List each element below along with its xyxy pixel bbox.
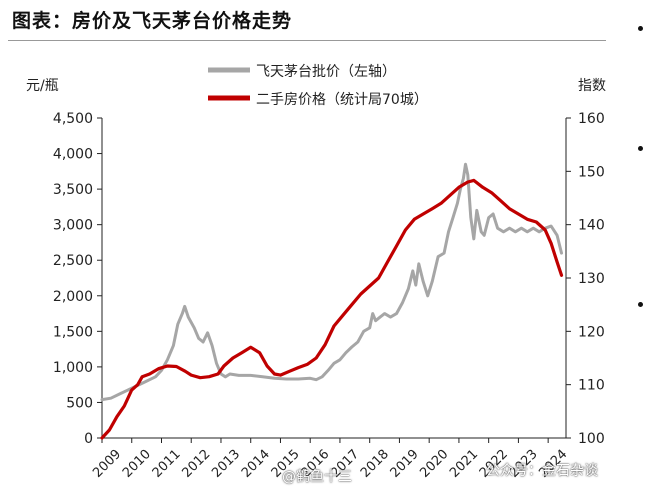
right-axis-tick-label: 120 (578, 324, 605, 340)
right-axis-tick-label: 110 (578, 378, 605, 394)
x-axis-tick-label: 2020 (417, 447, 451, 481)
legend-label-housing: 二手房价格（统计局70城） (256, 92, 428, 108)
left-axis-tick-label: 500 (66, 395, 93, 411)
x-axis-tick-label: 2012 (179, 447, 213, 481)
x-axis-tick-label: 2018 (358, 447, 392, 481)
right-axis-label: 指数 (578, 78, 606, 94)
right-axis-tick-label: 100 (578, 431, 605, 447)
x-axis-tick-label: 2013 (209, 447, 243, 481)
right-axis-tick-label: 160 (578, 111, 605, 127)
left-axis-tick-label: 3,000 (53, 218, 93, 234)
bullet-marker (638, 146, 643, 151)
left-axis-tick-label: 0 (84, 431, 93, 447)
x-axis-tick-label: 2010 (120, 447, 154, 481)
left-axis-tick-label: 1,500 (53, 324, 93, 340)
axes: 0 500 1,000 1,500 2,000 2,500 3,000 3,500 4,000 4… (53, 111, 605, 481)
chart-title: 图表：房价及飞天茅台价格走势 (12, 10, 293, 32)
legend: 飞天茅台批价（左轴） 二手房价格（统计局70城） (208, 64, 428, 108)
x-axis-tick-label: 2019 (388, 447, 422, 481)
bullet-marker (638, 302, 643, 307)
left-axis-tick-label: 4,000 (53, 147, 93, 163)
series-layer (100, 162, 564, 440)
right-axis-tick-label: 130 (578, 271, 605, 287)
right-axis-tick-label: 140 (578, 218, 605, 234)
right-axis-tick-label: 150 (578, 164, 605, 180)
left-axis-tick-label: 2,000 (53, 289, 93, 305)
bullet-marker (638, 26, 643, 31)
watermark-right: 公众号：金石杂谈 (486, 463, 598, 479)
legend-label-moutai: 飞天茅台批价（左轴） (256, 64, 396, 80)
left-axis-label: 元/瓶 (26, 78, 59, 94)
left-axis-tick-label: 3,500 (53, 182, 93, 198)
x-axis-tick-label: 2011 (150, 447, 184, 481)
left-axis-tick-label: 1,000 (53, 360, 93, 376)
title-divider (8, 40, 606, 41)
watermark-left: @鹤鱼十三 (282, 469, 352, 485)
x-axis-tick-label: 2021 (447, 447, 481, 481)
x-axis-tick-label: 2014 (239, 447, 273, 481)
x-axis-tick-label: 2009 (90, 447, 124, 481)
left-axis-tick-label: 2,500 (53, 253, 93, 269)
series-line-moutai (100, 162, 563, 402)
series-line-housing (100, 178, 564, 440)
left-axis-tick-label: 4,500 (53, 111, 93, 127)
